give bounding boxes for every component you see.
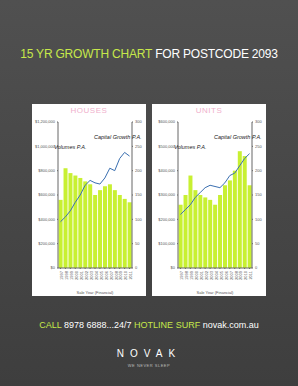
svg-text:1998: 1998	[184, 271, 190, 280]
svg-text:50: 50	[255, 241, 260, 246]
svg-text:1999: 1999	[189, 271, 195, 280]
svg-text:2002: 2002	[204, 271, 209, 280]
svg-text:2003: 2003	[208, 271, 214, 280]
svg-text:$500,000: $500,000	[158, 144, 175, 149]
svg-text:$200,000: $200,000	[158, 217, 175, 222]
html-text:CALL 8978 6888...24/7 HOTLINE: CALL 8978 6888...24/7 HOTLINE SURF novak…	[39, 320, 259, 330]
svg-text:$1,200,000: $1,200,000	[35, 119, 56, 124]
svg-text:250: 250	[255, 144, 262, 149]
html-text:15 YR GROWTH CHART FOR POSTCOD: 15 YR GROWTH CHART FOR POSTCODE 2093	[20, 47, 278, 61]
svg-text:$400,000: $400,000	[38, 217, 55, 222]
html-text:Volumes P.A.: Volumes P.A.	[54, 144, 87, 150]
svg-text:$600,000: $600,000	[38, 192, 55, 197]
html-text:UNITS: UNITS	[195, 106, 223, 115]
svg-text:Sale Year (Financial): Sale Year (Financial)	[197, 290, 235, 295]
svg-text:150: 150	[135, 192, 142, 197]
svg-text:250: 250	[135, 144, 142, 149]
svg-text:2002: 2002	[84, 271, 89, 280]
svg-text:0: 0	[255, 265, 258, 270]
svg-text:2007: 2007	[108, 271, 114, 280]
svg-text:$0: $0	[171, 265, 176, 270]
svg-text:2008: 2008	[113, 271, 119, 280]
svg-text:2009: 2009	[238, 271, 244, 280]
svg-text:2005: 2005	[98, 271, 104, 280]
svg-text:2004: 2004	[93, 271, 99, 280]
svg-text:1998: 1998	[64, 271, 70, 280]
svg-text:$200,000: $200,000	[38, 241, 55, 246]
svg-text:$400,000: $400,000	[158, 168, 175, 173]
svg-text:0: 0	[135, 265, 138, 270]
svg-text:100: 100	[135, 217, 142, 222]
svg-text:2009: 2009	[118, 271, 124, 280]
svg-text:200: 200	[135, 168, 142, 173]
svg-text:2001: 2001	[79, 271, 84, 280]
svg-text:$600,000: $600,000	[158, 119, 175, 124]
html-text:HOUSES: HOUSES	[70, 106, 108, 115]
html-text:Capital Growth P.A.: Capital Growth P.A.	[214, 134, 262, 140]
svg-text:$0: $0	[51, 265, 56, 270]
svg-text:$1,000,000: $1,000,000	[35, 144, 56, 149]
svg-text:2007: 2007	[228, 271, 234, 280]
svg-text:2003: 2003	[88, 271, 94, 280]
svg-text:1997: 1997	[179, 271, 185, 280]
svg-text:$800,000: $800,000	[38, 168, 55, 173]
svg-text:2005: 2005	[218, 271, 224, 280]
svg-text:2006: 2006	[223, 271, 229, 280]
svg-text:$100,000: $100,000	[158, 241, 175, 246]
svg-text:2011: 2011	[128, 270, 133, 279]
svg-text:2001: 2001	[199, 271, 204, 280]
svg-text:50: 50	[135, 241, 140, 246]
svg-text:2006: 2006	[103, 271, 109, 280]
html-text:NOVAK: NOVAK	[116, 348, 182, 359]
svg-text:2010: 2010	[243, 271, 249, 280]
svg-text:100: 100	[255, 217, 262, 222]
html-text:WE NEVER SLEEP: WE NEVER SLEEP	[127, 363, 171, 368]
svg-text:Sale Year (Financial): Sale Year (Financial)	[77, 290, 115, 295]
svg-text:$300,000: $300,000	[158, 192, 175, 197]
html-text:Volumes P.A.: Volumes P.A.	[174, 144, 207, 150]
svg-text:2004: 2004	[213, 271, 219, 280]
svg-text:300: 300	[255, 119, 262, 124]
html-text:Capital Growth P.A.: Capital Growth P.A.	[94, 134, 142, 140]
svg-text:2011: 2011	[248, 270, 253, 279]
svg-text:150: 150	[255, 192, 262, 197]
svg-text:1999: 1999	[69, 271, 75, 280]
svg-text:1997: 1997	[59, 271, 65, 280]
svg-text:200: 200	[255, 168, 262, 173]
svg-text:2000: 2000	[194, 271, 200, 280]
svg-text:2010: 2010	[123, 271, 129, 280]
svg-text:2000: 2000	[74, 271, 80, 280]
svg-text:2008: 2008	[233, 271, 239, 280]
svg-text:300: 300	[135, 119, 142, 124]
